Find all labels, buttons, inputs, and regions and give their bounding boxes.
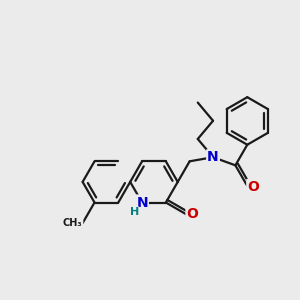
Text: N: N <box>136 196 148 209</box>
Text: N: N <box>207 150 219 164</box>
Text: H: H <box>130 207 139 218</box>
Text: O: O <box>187 207 198 221</box>
Text: CH₃: CH₃ <box>63 218 83 228</box>
Text: O: O <box>247 180 259 194</box>
